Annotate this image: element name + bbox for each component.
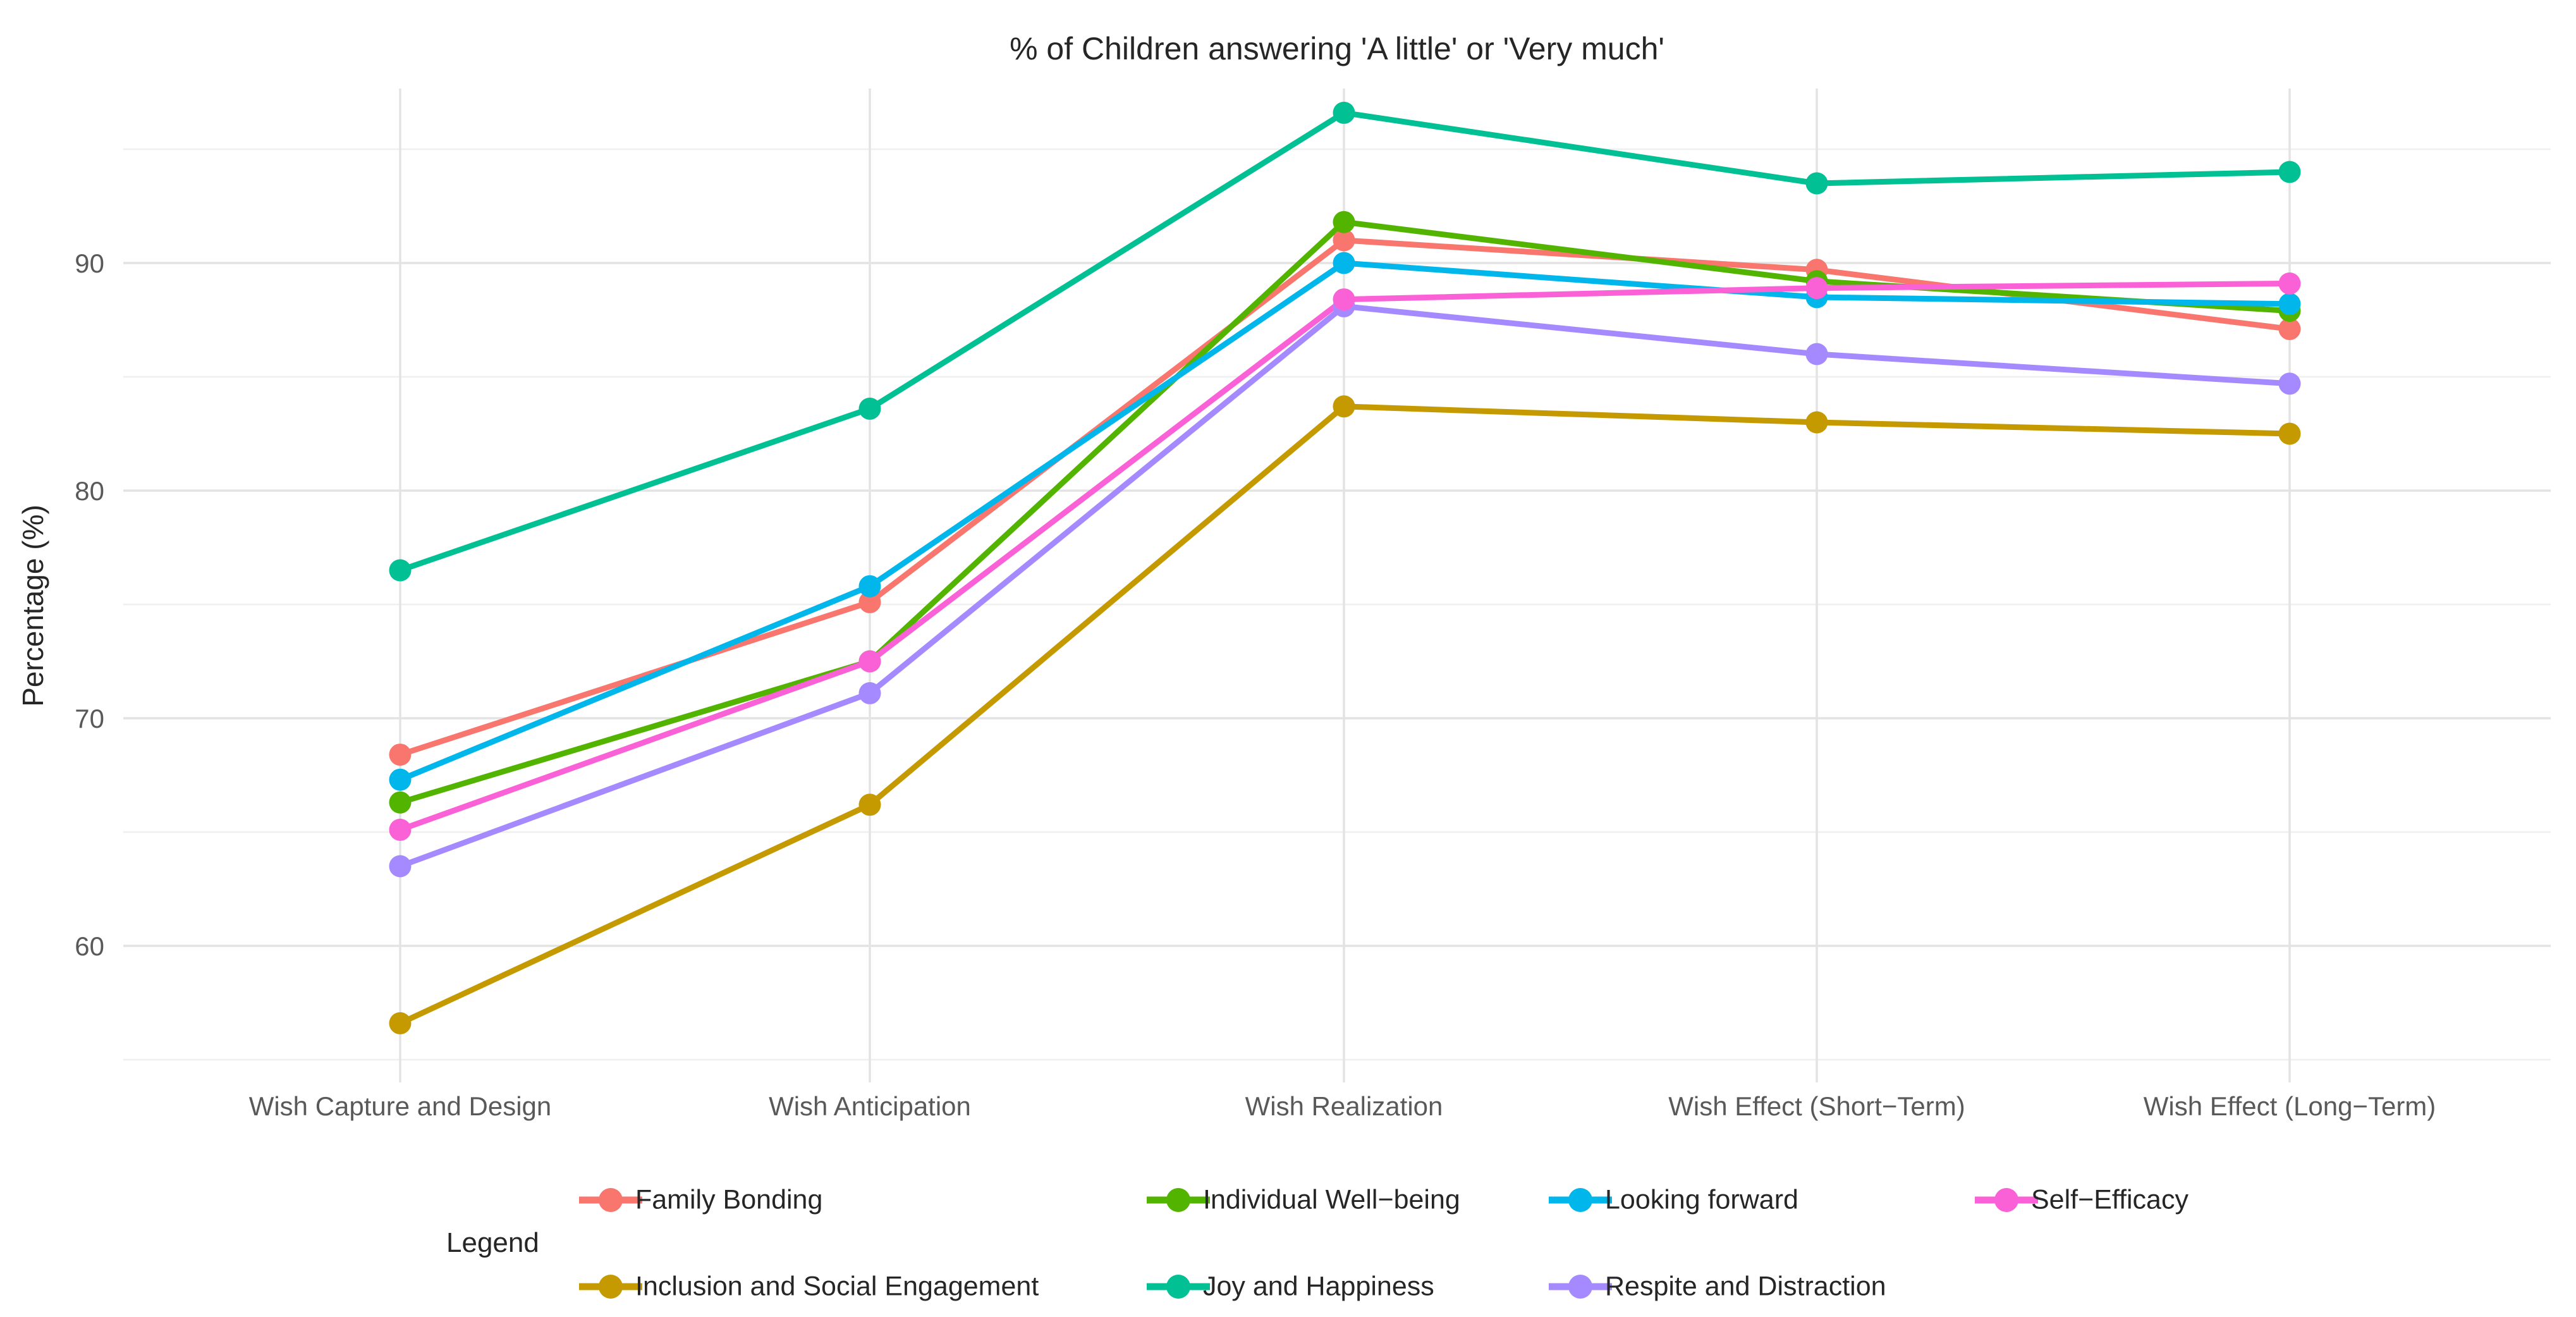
data-point-inclusion-and-social-engagement	[389, 1012, 412, 1034]
y-tick-label: 60	[75, 931, 104, 961]
y-tick-label: 70	[75, 704, 104, 733]
x-tick-label: Wish Effect (Short−Term)	[1668, 1091, 1965, 1121]
data-point-self-efficacy	[2278, 272, 2301, 295]
data-point-respite-and-distraction	[1805, 343, 1828, 365]
data-point-family-bonding	[1333, 229, 1355, 252]
data-point-looking-forward	[389, 768, 412, 791]
data-point-inclusion-and-social-engagement	[1805, 411, 1828, 434]
x-tick-label: Wish Capture and Design	[249, 1091, 552, 1121]
data-point-joy-and-happiness	[858, 397, 881, 420]
data-point-family-bonding	[2278, 317, 2301, 340]
data-point-inclusion-and-social-engagement	[1333, 395, 1355, 418]
data-point-self-efficacy	[1333, 288, 1355, 311]
data-point-joy-and-happiness	[1805, 172, 1828, 195]
data-point-looking-forward	[2278, 293, 2301, 315]
data-point-joy-and-happiness	[1333, 101, 1355, 124]
data-point-respite-and-distraction	[858, 682, 881, 704]
chart-title: % of Children answering 'A little' or 'V…	[1010, 31, 1664, 66]
data-point-family-bonding	[389, 744, 412, 766]
data-point-respite-and-distraction	[2278, 372, 2301, 395]
x-tick-label: Wish Realization	[1245, 1091, 1443, 1121]
data-point-looking-forward	[858, 575, 881, 597]
data-point-inclusion-and-social-engagement	[858, 793, 881, 816]
data-point-self-efficacy	[389, 818, 412, 841]
x-tick-label: Wish Effect (Long−Term)	[2144, 1091, 2436, 1121]
data-point-inclusion-and-social-engagement	[2278, 422, 2301, 445]
data-point-respite-and-distraction	[389, 855, 412, 878]
data-point-family-bonding	[858, 591, 881, 613]
y-tick-label: 80	[75, 476, 104, 506]
data-point-individual-well-being	[389, 791, 412, 814]
data-point-looking-forward	[1333, 252, 1355, 274]
data-point-individual-well-being	[1333, 211, 1355, 233]
data-point-joy-and-happiness	[389, 559, 412, 582]
x-tick-label: Wish Anticipation	[769, 1091, 971, 1121]
y-tick-label: 90	[75, 248, 104, 278]
data-point-self-efficacy	[1805, 277, 1828, 300]
data-point-joy-and-happiness	[2278, 161, 2301, 183]
data-point-self-efficacy	[858, 650, 881, 673]
